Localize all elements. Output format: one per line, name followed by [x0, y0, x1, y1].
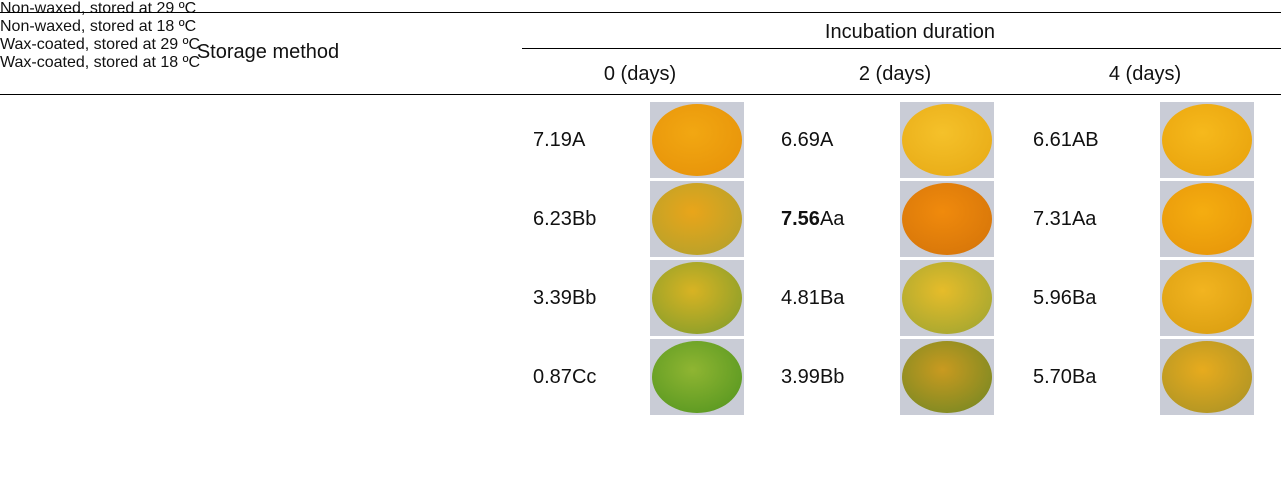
significance-letters: Aa [1072, 208, 1096, 230]
fruit-photo [900, 102, 994, 178]
cell-value: 7.56Aa [781, 207, 844, 231]
fruit-photo [1160, 260, 1254, 336]
value: 7.56 [781, 208, 820, 230]
cell-value: 7.19A [533, 128, 585, 152]
cell-value: 4.81Ba [781, 286, 844, 310]
column-header: 0 (days) [604, 62, 676, 86]
significance-letters: Ba [1072, 366, 1096, 388]
significance-letters: Ba [820, 287, 844, 309]
value: 7.31 [1033, 208, 1072, 230]
value: 4.81 [781, 287, 820, 309]
value: 5.96 [1033, 287, 1072, 309]
significance-letters: AB [1072, 129, 1099, 151]
row-label: Wax-coated, stored at 29 ºC [0, 36, 1281, 54]
header-rule [0, 94, 1281, 95]
cell-value: 3.39Bb [533, 286, 596, 310]
value: 5.70 [1033, 366, 1072, 388]
significance-letters: Bb [572, 208, 596, 230]
cell-value: 3.99Bb [781, 365, 844, 389]
significance-letters: Aa [820, 208, 844, 230]
fruit-photo [650, 181, 744, 257]
fruit-photo [1160, 102, 1254, 178]
significance-letters: Cc [572, 366, 596, 388]
fruit-photo [650, 260, 744, 336]
column-header: 4 (days) [1109, 62, 1181, 86]
fruit-photo [650, 339, 744, 415]
significance-letters: Ba [1072, 287, 1096, 309]
value: 0.87 [533, 366, 572, 388]
value: 3.99 [781, 366, 820, 388]
value: 6.69 [781, 129, 820, 151]
value: 6.61 [1033, 129, 1072, 151]
cell-value: 6.69A [781, 128, 833, 152]
fruit-photo [1160, 339, 1254, 415]
table-page: Storage method Incubation duration 0 (da… [0, 0, 1281, 494]
significance-letters: Bb [820, 366, 844, 388]
fruit-photo [900, 181, 994, 257]
fruit-photo [900, 339, 994, 415]
cell-value: 5.70Ba [1033, 365, 1096, 389]
cell-value: 6.61AB [1033, 128, 1099, 152]
top-rule [0, 12, 1281, 13]
fruit-photo [1160, 181, 1254, 257]
fruit-photo [650, 102, 744, 178]
cell-value: 5.96Ba [1033, 286, 1096, 310]
group-rule [522, 48, 1281, 49]
value: 3.39 [533, 287, 572, 309]
value: 6.23 [533, 208, 572, 230]
cell-value: 6.23Bb [533, 207, 596, 231]
group-header: Incubation duration [825, 20, 995, 44]
value: 7.19 [533, 129, 572, 151]
row-label: Non-waxed, stored at 18 ºC [0, 18, 1281, 36]
cell-value: 7.31Aa [1033, 207, 1096, 231]
fruit-photo [900, 260, 994, 336]
cell-value: 0.87Cc [533, 365, 596, 389]
significance-letters: A [572, 129, 585, 151]
row-header: Storage method [197, 40, 339, 64]
significance-letters: Bb [572, 287, 596, 309]
column-header: 2 (days) [859, 62, 931, 86]
row-label: Non-waxed, stored at 29 ºC [0, 0, 1281, 18]
significance-letters: A [820, 129, 833, 151]
